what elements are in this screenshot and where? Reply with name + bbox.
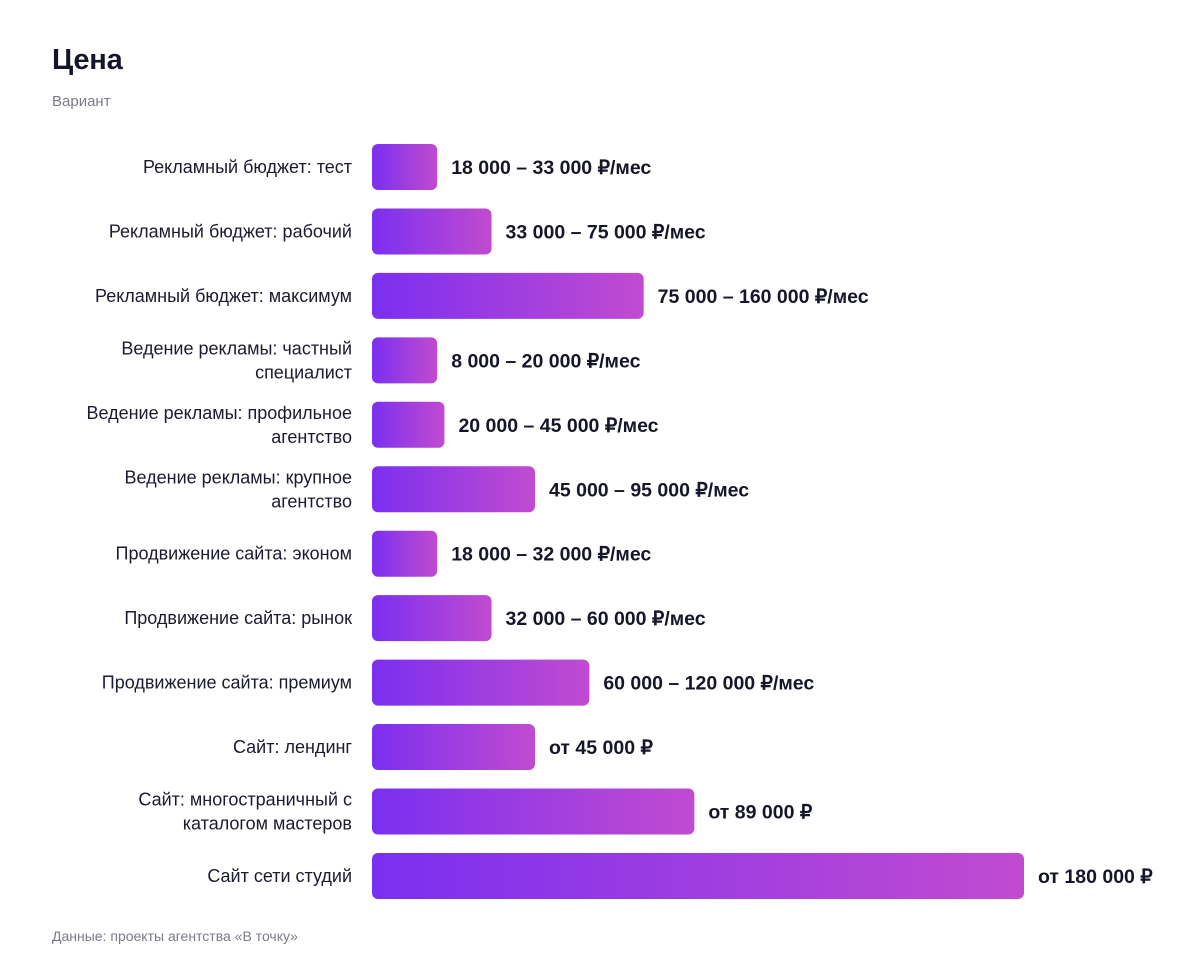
category-label: Рекламный бюджет: рабочий	[109, 221, 352, 241]
bars-layer: Рекламный бюджет: тест 18 000 – 33 000 ₽/…	[86, 144, 1153, 899]
category-label: Рекламный бюджет: тест	[143, 157, 352, 177]
category-label-line: специалист	[255, 362, 352, 382]
category-label: Продвижение сайта: премиум	[102, 673, 352, 693]
value-label: 8 000 – 20 000 ₽/мес	[451, 350, 640, 372]
bar	[372, 466, 535, 513]
bar	[372, 724, 535, 771]
category-label-line: каталогом мастеров	[183, 814, 352, 834]
category-label: Сайт: лендинг	[233, 737, 352, 757]
bar	[372, 659, 590, 706]
value-label: 60 000 – 120 000 ₽/мес	[603, 673, 814, 695]
bar	[372, 788, 695, 835]
bar	[372, 852, 1024, 899]
value-label: 20 000 – 45 000 ₽/мес	[458, 415, 658, 437]
chart-title: Цена	[52, 44, 123, 76]
bar	[372, 337, 438, 384]
chart-footer: Данные: проекты агентства «В точку»	[52, 928, 298, 944]
value-label: 75 000 – 160 000 ₽/мес	[658, 286, 869, 308]
value-label: от 180 000 ₽	[1038, 866, 1153, 888]
category-label: Рекламный бюджет: максимум	[95, 286, 352, 306]
category-label: Продвижение сайта: рынок	[124, 608, 352, 628]
bar	[372, 144, 438, 190]
value-label: 18 000 – 32 000 ₽/мес	[451, 544, 651, 566]
category-label-line: агентство	[271, 491, 352, 511]
value-label: от 45 000 ₽	[549, 737, 653, 759]
category-label: Ведение рекламы: профильное агентство	[86, 403, 352, 447]
bar	[372, 208, 492, 255]
category-label-line: Рекламный бюджет: тест	[143, 157, 352, 177]
bar	[372, 401, 445, 448]
category-label-line: агентство	[271, 427, 352, 447]
category-label-line: Продвижение сайта: эконом	[116, 544, 352, 564]
bar	[372, 595, 492, 642]
category-label-line: Рекламный бюджет: максимум	[95, 286, 352, 306]
bar	[372, 530, 438, 577]
category-label-line: Сайт сети студий	[207, 866, 352, 886]
value-label: 32 000 – 60 000 ₽/мес	[506, 608, 706, 630]
category-label-line: Ведение рекламы: крупное	[125, 467, 352, 487]
category-label-line: Продвижение сайта: премиум	[102, 673, 352, 693]
category-label-line: Продвижение сайта: рынок	[124, 608, 352, 628]
bar	[372, 272, 644, 319]
category-label-line: Ведение рекламы: профильное	[86, 403, 352, 423]
value-label: 18 000 – 33 000 ₽/мес	[451, 157, 651, 179]
category-label-line: Ведение рекламы: частный	[121, 338, 352, 358]
value-label: 33 000 – 75 000 ₽/мес	[506, 221, 706, 243]
category-label: Сайт: многостраничный с каталогом мастеро…	[138, 790, 352, 834]
value-label: от 89 000 ₽	[708, 802, 812, 824]
category-label-line: Сайт: лендинг	[233, 737, 352, 757]
chart-subtitle: Вариант	[52, 93, 111, 110]
category-label: Продвижение сайта: эконом	[116, 544, 352, 564]
category-label-line: Сайт: многостраничный с	[138, 790, 352, 810]
category-label: Ведение рекламы: частный специалист	[121, 338, 352, 382]
category-label: Сайт сети студий	[207, 866, 352, 886]
value-label: 45 000 – 95 000 ₽/мес	[549, 479, 749, 501]
category-label: Ведение рекламы: крупное агентство	[125, 467, 352, 511]
category-label-line: Рекламный бюджет: рабочий	[109, 221, 352, 241]
